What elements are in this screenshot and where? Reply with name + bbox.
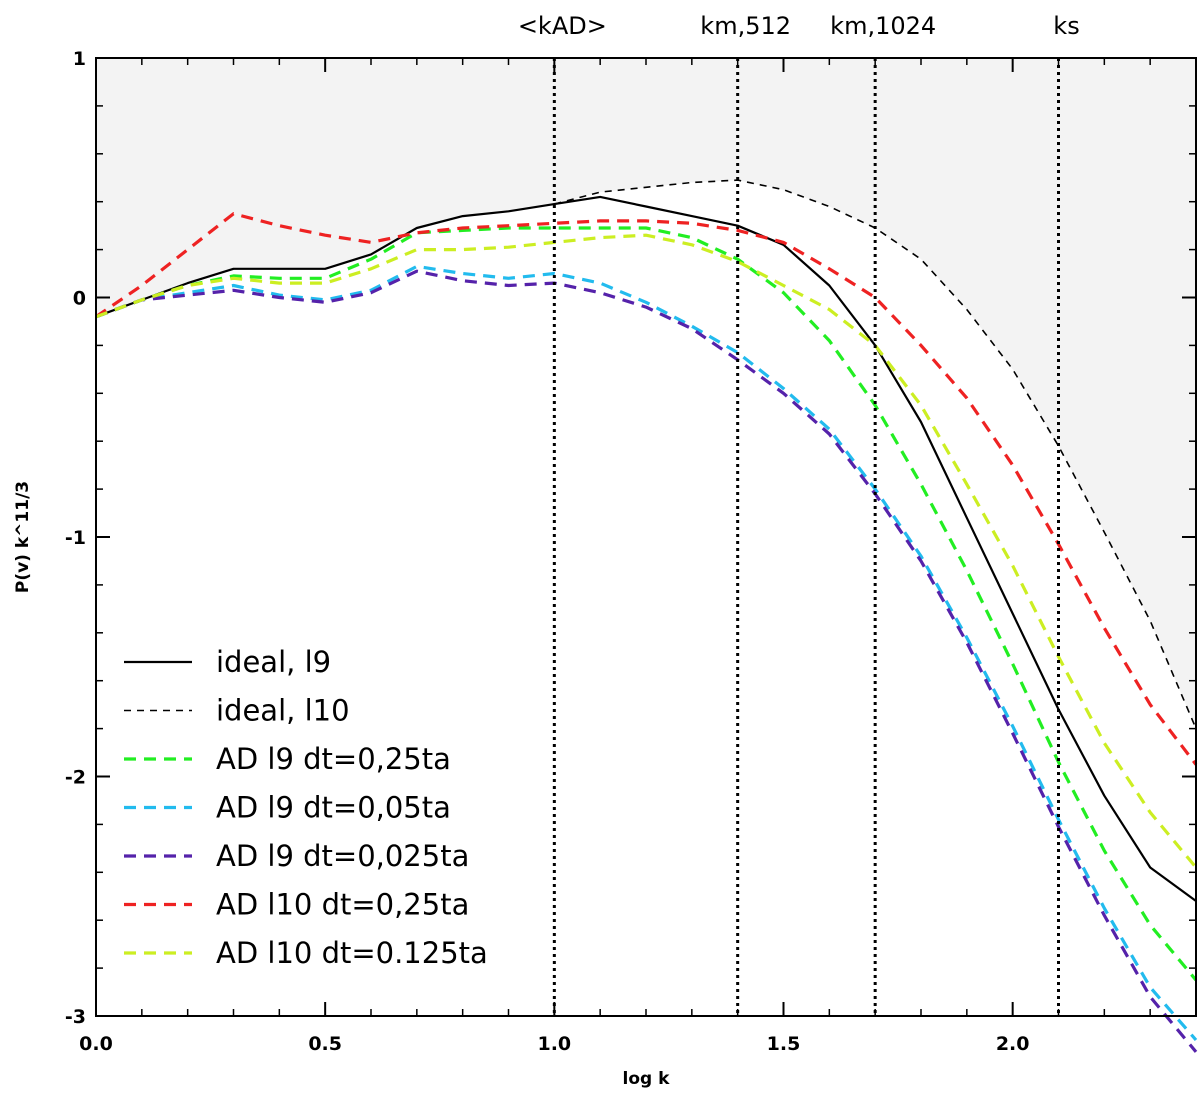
axis-ticks: 0.0 0.5 1.0 1.5 2.0 1 0 -1 -2 -3 xyxy=(65,48,1196,1055)
legend-label-4: AD l9 dt=0,025ta xyxy=(216,839,469,873)
y-tick-label-2: -1 xyxy=(65,527,86,549)
legend-label-6: AD l10 dt=0.125ta xyxy=(216,936,488,970)
series-layer xyxy=(95,179,1198,1053)
y-tick-label-3: -2 xyxy=(65,767,86,789)
series-line-ideal-l9 xyxy=(95,195,1197,902)
vertical-reference-lines: <kAD> km,512 km,1024 ks xyxy=(518,12,1080,1016)
y-tick-label-0: 1 xyxy=(73,48,86,70)
vertical-line-label-0: <kAD> xyxy=(518,12,607,40)
series-line-ad-l9-dt-0-05ta xyxy=(95,264,1198,1042)
legend: ideal, l9 ideal, l10 AD l9 dt=0,25ta AD l9 … xyxy=(124,645,488,970)
y-tick-label-4: -3 xyxy=(65,1006,86,1028)
legend-label-3: AD l9 dt=0,05ta xyxy=(216,791,451,825)
vertical-line-label-3: ks xyxy=(1053,12,1079,40)
x-tick-label-2: 1.0 xyxy=(537,1033,571,1055)
x-tick-label-1: 0.5 xyxy=(308,1033,342,1055)
vertical-line-label-2: km,1024 xyxy=(830,12,936,40)
x-tick-label-4: 2.0 xyxy=(996,1033,1030,1055)
series-line-ad-l9-dt-0-25ta xyxy=(95,226,1198,982)
x-tick-label-3: 1.5 xyxy=(767,1033,801,1055)
y-axis-label: P(v) k^11/3 xyxy=(13,481,33,593)
y-tick-label-1: 0 xyxy=(73,288,86,310)
vertical-line-label-1: km,512 xyxy=(700,12,791,40)
shaded-area xyxy=(96,58,1196,729)
legend-label-1: ideal, l10 xyxy=(216,694,350,728)
series-line-ad-l10-dt-0-25ta xyxy=(95,212,1198,766)
shaded-region xyxy=(96,58,1196,729)
legend-label-5: AD l10 dt=0,25ta xyxy=(216,888,469,922)
series-line-ad-l9-dt-0-025ta xyxy=(95,269,1198,1053)
series-line-ad-l10-dt-0-125ta xyxy=(95,233,1198,869)
x-tick-label-0: 0.0 xyxy=(79,1033,113,1055)
x-axis-label: log k xyxy=(623,1069,671,1089)
legend-label-2: AD l9 dt=0,25ta xyxy=(216,742,451,776)
legend-label-0: ideal, l9 xyxy=(216,645,331,679)
